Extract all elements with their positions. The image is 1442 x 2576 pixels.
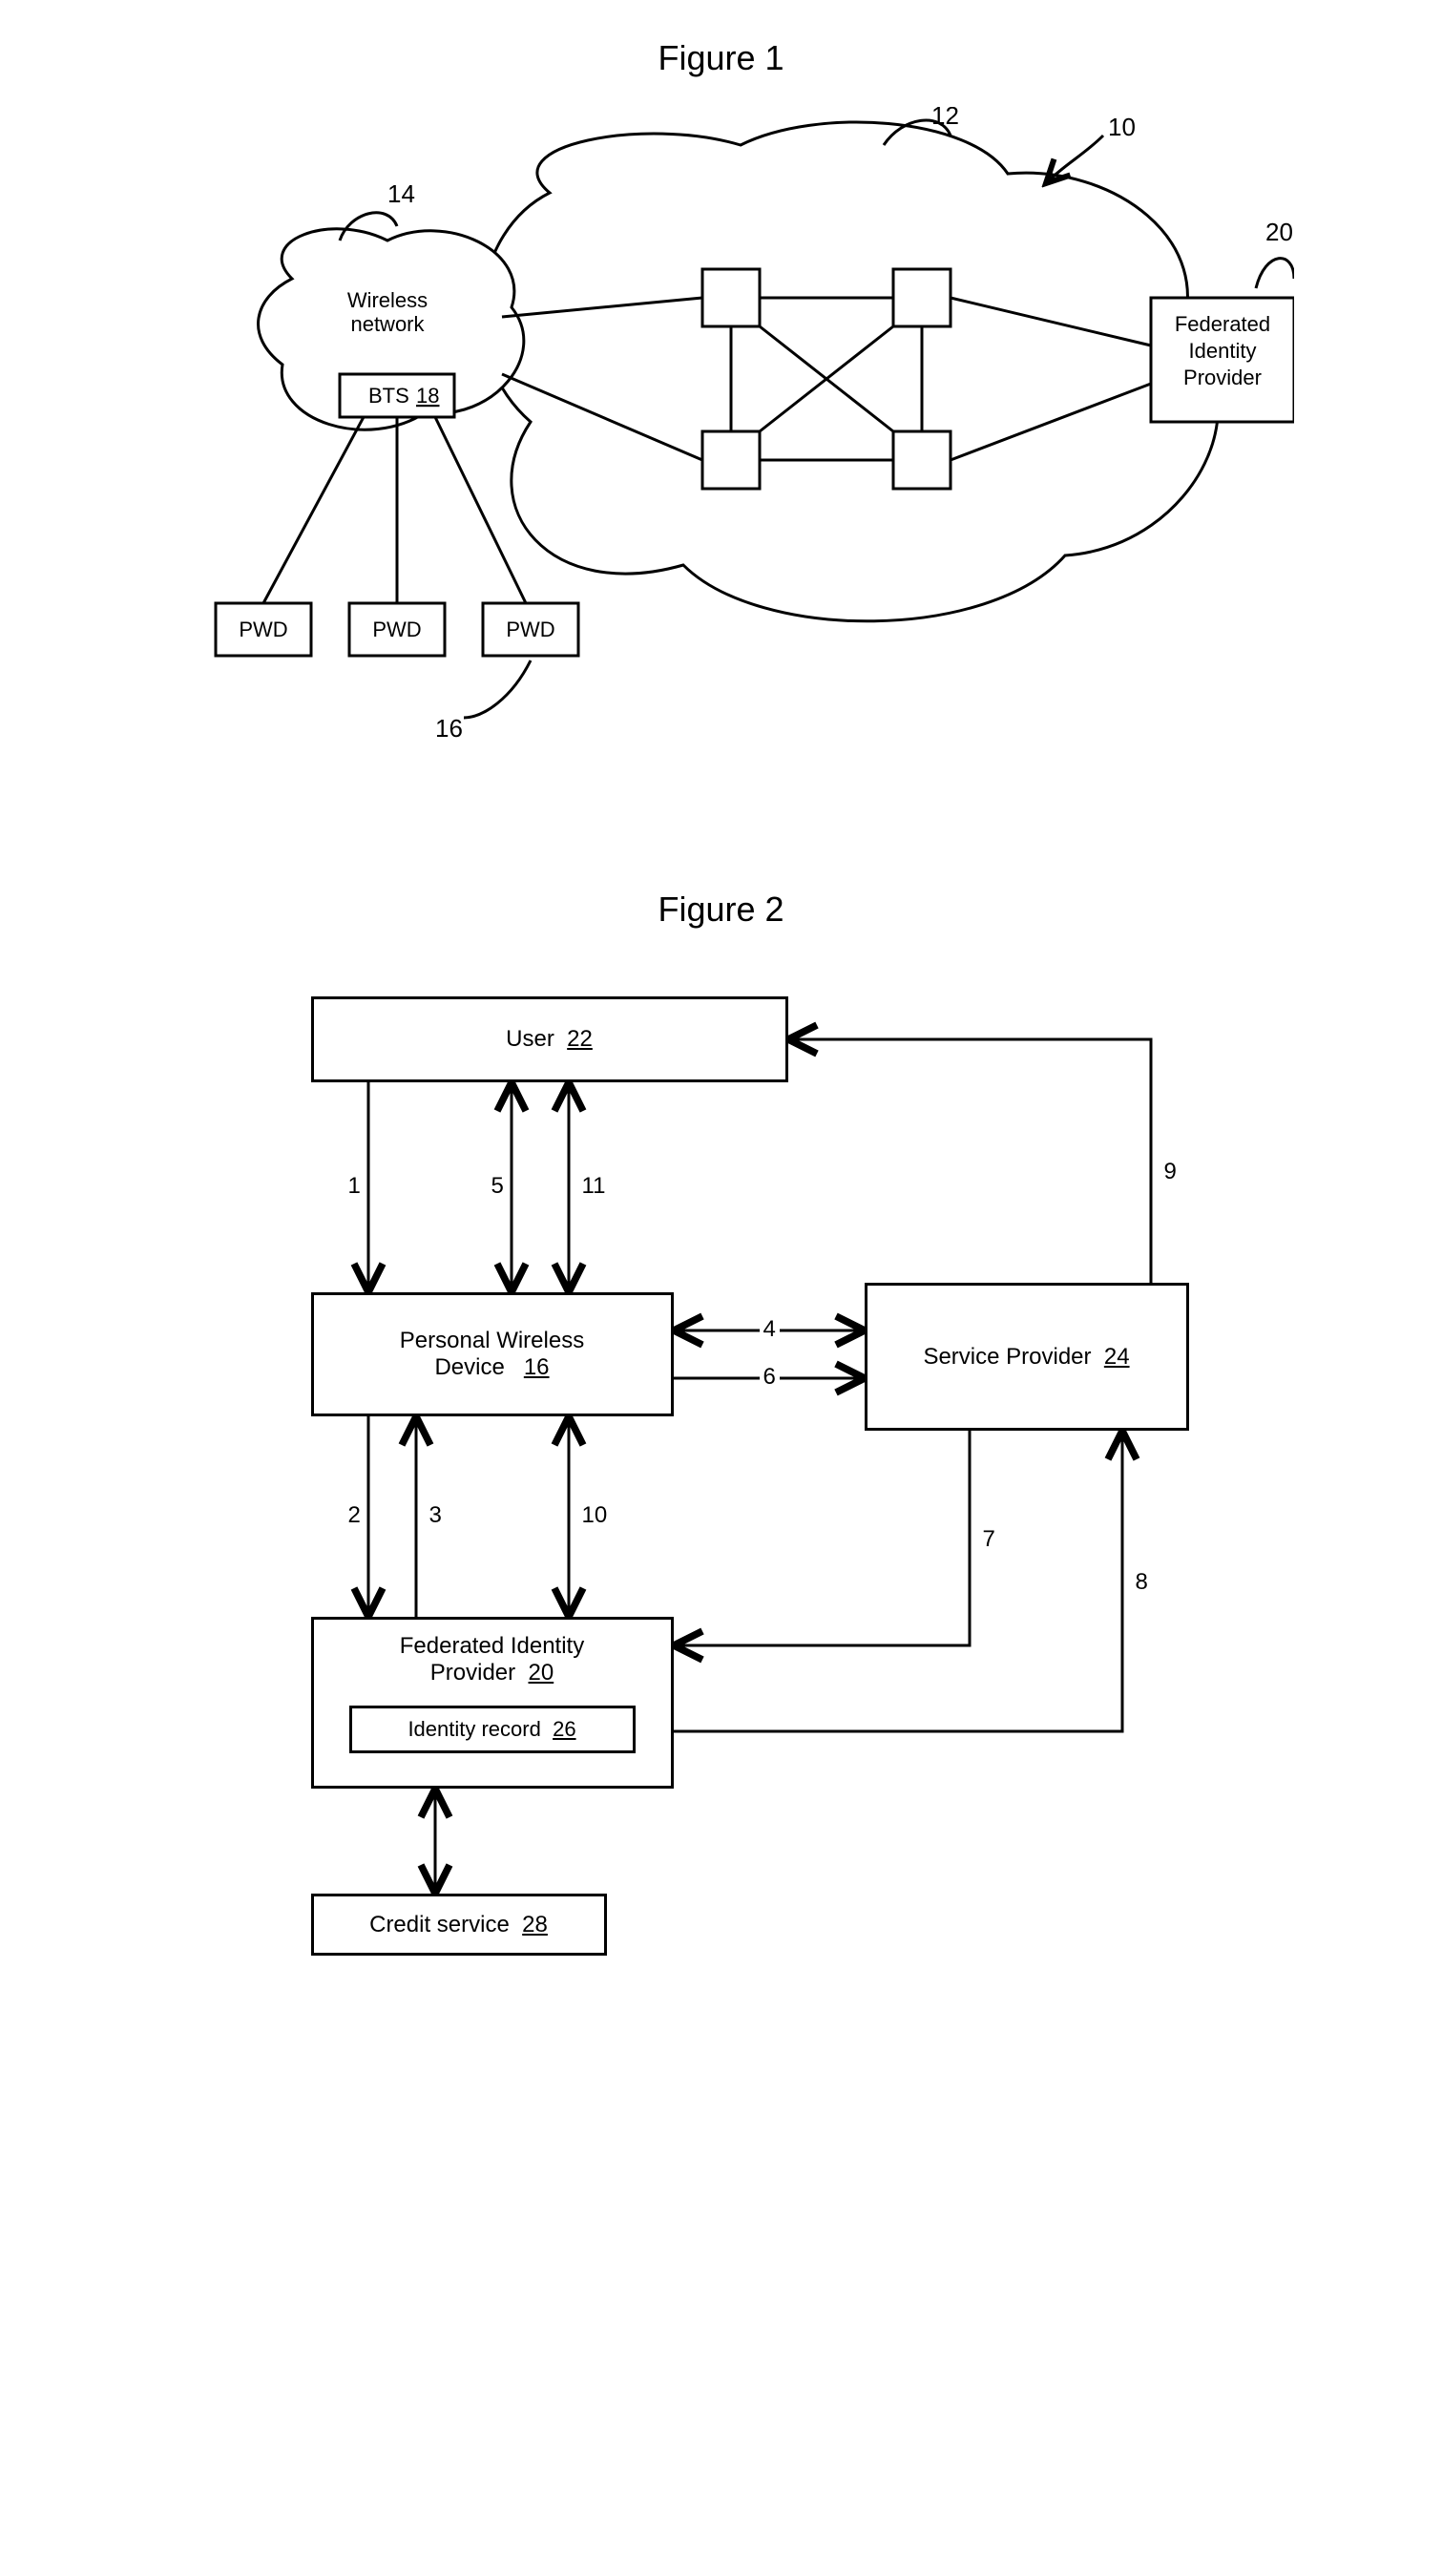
router-node (893, 431, 951, 489)
ref-arrow (1046, 136, 1103, 183)
figure1-title: Figure 1 (38, 38, 1404, 78)
pwd-num: 16 (524, 1354, 550, 1380)
fip-label-line2: Provider (430, 1660, 515, 1686)
wireless-network-label-line2: network (350, 312, 425, 336)
figure1-diagram: Federated Identity Provider 20 12 10 14 … (149, 107, 1294, 794)
pwd-label: PWD (372, 618, 421, 641)
fip-box: Federated Identity Provider 20 Identity … (311, 1617, 674, 1789)
wireless-network-label: Wireless (346, 288, 427, 312)
fip-label-line1: Federated Identity (400, 1633, 584, 1660)
router-node (893, 269, 951, 326)
edge-label-4: 4 (760, 1316, 780, 1343)
pwd-label-line1: Personal Wireless (400, 1328, 584, 1354)
user-num: 22 (567, 1026, 593, 1052)
edge-label-2: 2 (345, 1502, 365, 1529)
fip-label-line: Federated (1174, 312, 1269, 336)
ref-10: 10 (1108, 113, 1136, 141)
edge-label-3: 3 (426, 1502, 446, 1529)
router-node (702, 431, 760, 489)
ref-hook (464, 660, 531, 718)
fip-label-line: Identity (1188, 339, 1256, 363)
pwd-label: PWD (239, 618, 287, 641)
ref-hook (1256, 259, 1294, 288)
edge-label-7: 7 (979, 1526, 999, 1553)
credit-service-label: Credit service (369, 1912, 510, 1937)
edge-label-9: 9 (1160, 1159, 1181, 1185)
bts-pwd-link (435, 417, 526, 603)
bts-num: 18 (416, 384, 439, 408)
edge-label-10: 10 (578, 1502, 612, 1529)
ref-16: 16 (435, 714, 463, 743)
figure2-diagram: User 22 Personal Wireless Device 16 Serv… (197, 958, 1246, 2008)
bts-label: BTS (368, 384, 409, 408)
internet-cloud (482, 122, 1218, 621)
service-provider-num: 24 (1104, 1344, 1130, 1370)
credit-service-num: 28 (522, 1912, 548, 1937)
ref-12: 12 (931, 107, 959, 130)
edge-label-6: 6 (760, 1364, 780, 1391)
credit-service-box: Credit service 28 (311, 1894, 607, 1956)
router-node (702, 269, 760, 326)
ref-14: 14 (387, 179, 415, 208)
pwd-label-line2: Device (434, 1354, 504, 1380)
edge-label-5: 5 (488, 1173, 508, 1200)
ref-20: 20 (1265, 218, 1293, 246)
fip-label-line: Provider (1183, 366, 1262, 389)
pwd-box: Personal Wireless Device 16 (311, 1292, 674, 1416)
service-provider-box: Service Provider 24 (865, 1283, 1189, 1431)
pwd-label: PWD (506, 618, 554, 641)
edge-label-8: 8 (1132, 1569, 1152, 1596)
user-label: User (506, 1026, 554, 1052)
edge-label-1: 1 (345, 1173, 365, 1200)
figure1-svg: Federated Identity Provider 20 12 10 14 … (149, 107, 1294, 794)
identity-record-label: Identity record (408, 1717, 540, 1741)
service-provider-label: Service Provider (923, 1344, 1091, 1370)
figure2-svg (197, 958, 1246, 2008)
user-box: User 22 (311, 996, 788, 1082)
fip-num: 20 (529, 1660, 554, 1686)
bts-pwd-link (263, 417, 364, 603)
identity-record-num: 26 (553, 1717, 575, 1741)
identity-record-box: Identity record 26 (349, 1706, 636, 1753)
figure2-title: Figure 2 (38, 890, 1404, 930)
edge-label-11: 11 (578, 1173, 610, 1200)
